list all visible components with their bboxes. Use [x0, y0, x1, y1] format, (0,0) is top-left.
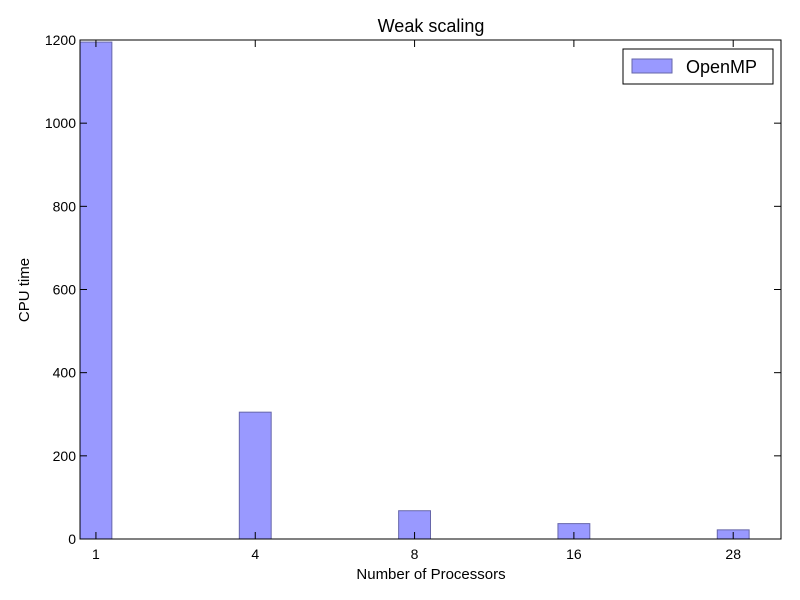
plot-area: 0 200 400 600 800 1000 1200 1 4 8 16 28 — [45, 32, 781, 562]
y-tick-label: 400 — [53, 365, 77, 381]
y-tick-label: 200 — [53, 448, 77, 464]
y-tick-label: 0 — [68, 531, 76, 547]
x-axis-label: Number of Processors — [356, 566, 505, 583]
legend-swatch — [631, 58, 673, 74]
x-tick-label: 28 — [725, 546, 741, 562]
legend-label-openmp: OpenMP — [686, 57, 757, 77]
y-tick-label: 600 — [53, 282, 77, 298]
bar-1 — [79, 41, 113, 540]
y-tick-label: 1200 — [45, 32, 76, 48]
chart-title: Weak scaling — [378, 16, 485, 36]
x-tick-label: 16 — [566, 546, 582, 562]
x-tick-label: 1 — [92, 546, 100, 562]
y-axis-label: CPU time — [16, 258, 33, 322]
x-tick-label: 4 — [251, 546, 259, 562]
plot-frame — [79, 39, 782, 540]
legend: OpenMP — [622, 48, 774, 85]
x-tick-label: 8 — [411, 546, 419, 562]
y-tick-label: 1000 — [45, 115, 76, 131]
bar-4 — [238, 411, 272, 540]
y-tick-label: 800 — [53, 198, 77, 214]
